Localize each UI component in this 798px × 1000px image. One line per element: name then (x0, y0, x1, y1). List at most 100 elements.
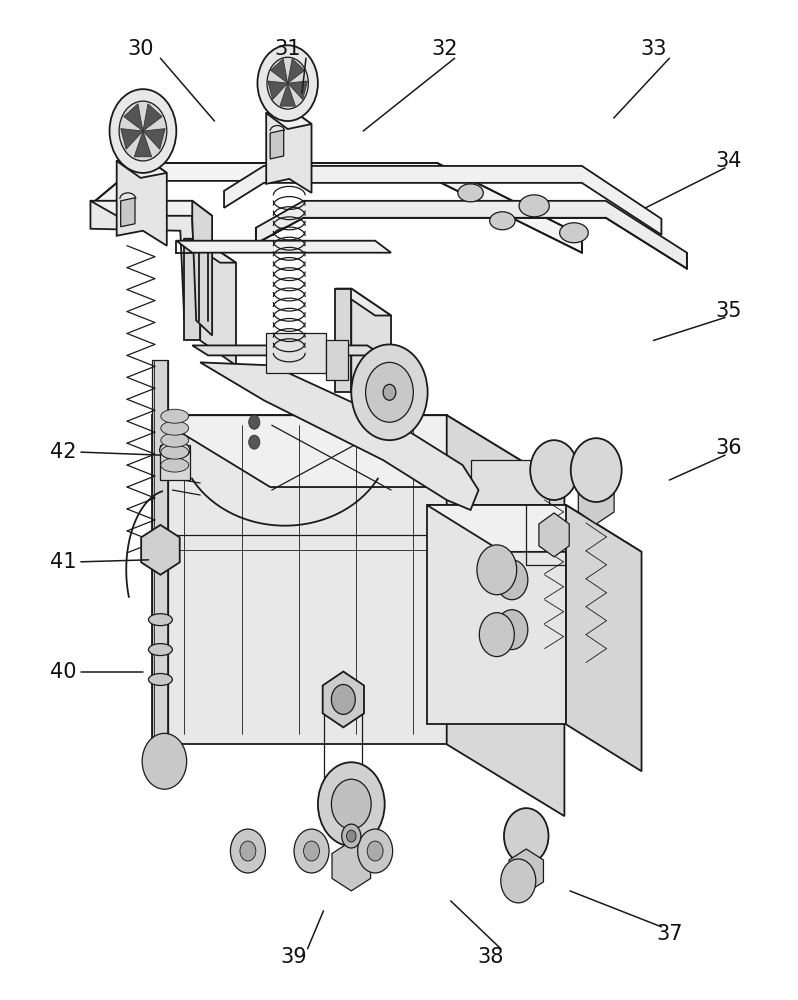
Ellipse shape (161, 421, 188, 435)
Circle shape (331, 779, 371, 829)
Circle shape (351, 344, 428, 440)
Polygon shape (322, 672, 364, 727)
Circle shape (267, 57, 308, 109)
Bar (326, 340, 348, 380)
Polygon shape (280, 83, 295, 106)
Ellipse shape (148, 758, 180, 776)
Polygon shape (200, 362, 479, 510)
Polygon shape (351, 289, 391, 418)
Ellipse shape (160, 441, 190, 459)
Polygon shape (152, 415, 564, 487)
Text: 35: 35 (716, 301, 742, 321)
Text: 42: 42 (50, 442, 77, 462)
Polygon shape (120, 198, 135, 227)
Circle shape (571, 438, 622, 502)
Circle shape (231, 829, 266, 873)
Circle shape (331, 684, 355, 714)
Polygon shape (271, 59, 287, 83)
Circle shape (480, 613, 514, 657)
Polygon shape (335, 289, 391, 316)
Ellipse shape (458, 184, 484, 202)
Circle shape (365, 362, 413, 422)
Polygon shape (267, 108, 311, 193)
Circle shape (240, 841, 256, 861)
Polygon shape (95, 163, 582, 253)
Ellipse shape (161, 409, 188, 423)
Text: 37: 37 (656, 924, 682, 944)
Polygon shape (90, 201, 212, 216)
Polygon shape (143, 104, 162, 131)
Ellipse shape (559, 223, 588, 243)
Bar (152, 360, 168, 779)
Polygon shape (335, 289, 351, 392)
Circle shape (318, 762, 385, 846)
Ellipse shape (161, 445, 188, 459)
Text: 30: 30 (128, 39, 154, 59)
Ellipse shape (324, 698, 362, 720)
Polygon shape (90, 201, 196, 320)
Polygon shape (176, 241, 391, 253)
Circle shape (119, 101, 167, 161)
Circle shape (109, 89, 176, 173)
Circle shape (249, 415, 260, 429)
Polygon shape (271, 130, 284, 159)
Polygon shape (117, 156, 167, 178)
Ellipse shape (161, 458, 188, 472)
Text: 40: 40 (50, 662, 77, 682)
Text: 34: 34 (716, 151, 742, 171)
Polygon shape (124, 104, 143, 131)
Polygon shape (287, 81, 307, 99)
Circle shape (142, 733, 187, 789)
Polygon shape (256, 201, 687, 269)
Text: 39: 39 (281, 947, 307, 967)
Text: 41: 41 (50, 552, 77, 572)
Polygon shape (120, 129, 143, 149)
Circle shape (383, 384, 396, 400)
Polygon shape (566, 505, 642, 771)
Ellipse shape (490, 212, 515, 230)
Polygon shape (143, 129, 165, 149)
Polygon shape (539, 513, 569, 557)
Ellipse shape (148, 644, 172, 656)
Polygon shape (267, 108, 311, 129)
Text: 36: 36 (716, 438, 742, 458)
Polygon shape (117, 156, 167, 246)
Circle shape (346, 830, 356, 842)
Polygon shape (427, 505, 642, 552)
Text: 38: 38 (477, 947, 504, 967)
Polygon shape (184, 239, 236, 263)
Ellipse shape (161, 433, 188, 447)
Circle shape (477, 545, 516, 595)
Polygon shape (268, 81, 287, 99)
Polygon shape (427, 505, 566, 724)
Polygon shape (152, 415, 447, 744)
Polygon shape (447, 415, 564, 816)
Polygon shape (287, 59, 305, 83)
Polygon shape (332, 841, 370, 891)
Bar (471, 460, 548, 530)
Text: 32: 32 (432, 39, 458, 59)
Text: 31: 31 (275, 39, 301, 59)
Polygon shape (224, 166, 662, 235)
Polygon shape (509, 849, 543, 893)
Circle shape (342, 824, 361, 848)
Polygon shape (192, 345, 383, 355)
Circle shape (358, 829, 393, 873)
Circle shape (367, 841, 383, 861)
Polygon shape (141, 525, 180, 575)
Ellipse shape (148, 614, 172, 626)
Polygon shape (192, 201, 212, 335)
Ellipse shape (519, 195, 549, 217)
Text: 33: 33 (640, 39, 666, 59)
Circle shape (504, 808, 548, 864)
Polygon shape (184, 239, 200, 340)
Circle shape (501, 859, 535, 903)
Circle shape (303, 841, 319, 861)
Polygon shape (200, 239, 236, 365)
Circle shape (258, 45, 318, 121)
Circle shape (294, 829, 329, 873)
Polygon shape (579, 476, 614, 524)
Ellipse shape (324, 798, 362, 820)
Ellipse shape (148, 674, 172, 685)
Circle shape (530, 440, 578, 500)
